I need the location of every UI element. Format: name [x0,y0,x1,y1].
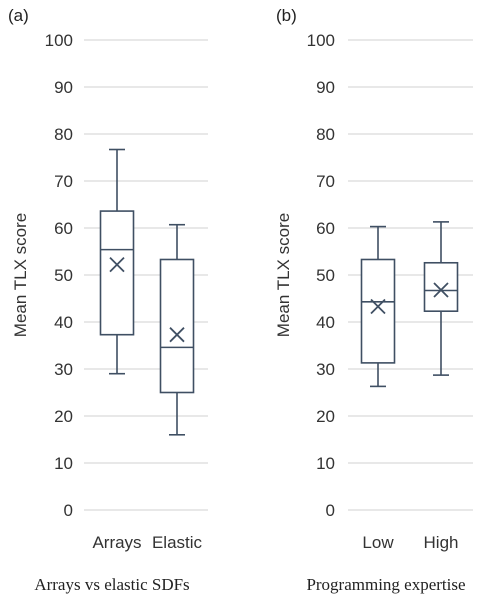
y-tick-label: 100 [45,31,73,50]
panel-label: (a) [8,6,29,25]
box-arrays [99,148,135,375]
panel-b: 0 10 20 30 40 50 60 70 80 90 100 (b) Mean TLX score L… [274,6,473,594]
box-high [423,221,459,376]
y-tick-label: 50 [316,266,335,285]
y-axis-label: Mean TLX score [274,213,293,337]
y-tick-label: 40 [54,313,73,332]
y-tick-label: 10 [54,454,73,473]
y-tick-label: 60 [54,219,73,238]
y-tick-label: 40 [316,313,335,332]
y-tick-label: 70 [316,172,335,191]
y-tick-label: 100 [307,31,335,50]
box-elastic [159,223,195,436]
y-tick-label: 20 [54,407,73,426]
box-low [360,225,396,388]
iqr-box [159,258,195,394]
caption: Arrays vs elastic SDFs [34,575,189,594]
y-tick-label: 80 [54,125,73,144]
y-tick-label: 70 [54,172,73,191]
y-tick-label: 10 [316,454,335,473]
y-tick-label: 50 [54,266,73,285]
category-label: Arrays [92,533,141,552]
panel-label: (b) [276,6,297,25]
y-tick-label: 0 [326,501,335,520]
category-label: Elastic [152,533,203,552]
category-label: High [424,533,459,552]
y-tick-label: 30 [54,360,73,379]
mean-marker [109,257,125,273]
caption: Programming expertise [306,575,465,594]
y-axis-label: Mean TLX score [11,213,30,337]
mean-marker [169,327,185,343]
iqr-box [99,210,135,336]
panel-a: 0 10 20 30 40 50 60 70 80 90 100 (a) Mean TLX score A… [8,6,208,594]
y-tick-label: 60 [316,219,335,238]
y-tick-label: 90 [316,78,335,97]
mean-marker [433,282,449,298]
mean-marker [370,298,386,315]
y-tick-label: 0 [64,501,73,520]
iqr-box [360,258,396,364]
y-tick-label: 80 [316,125,335,144]
y-tick-label: 30 [316,360,335,379]
y-tick-label: 90 [54,78,73,97]
category-label: Low [362,533,394,552]
y-tick-label: 20 [316,407,335,426]
iqr-box [423,261,459,312]
